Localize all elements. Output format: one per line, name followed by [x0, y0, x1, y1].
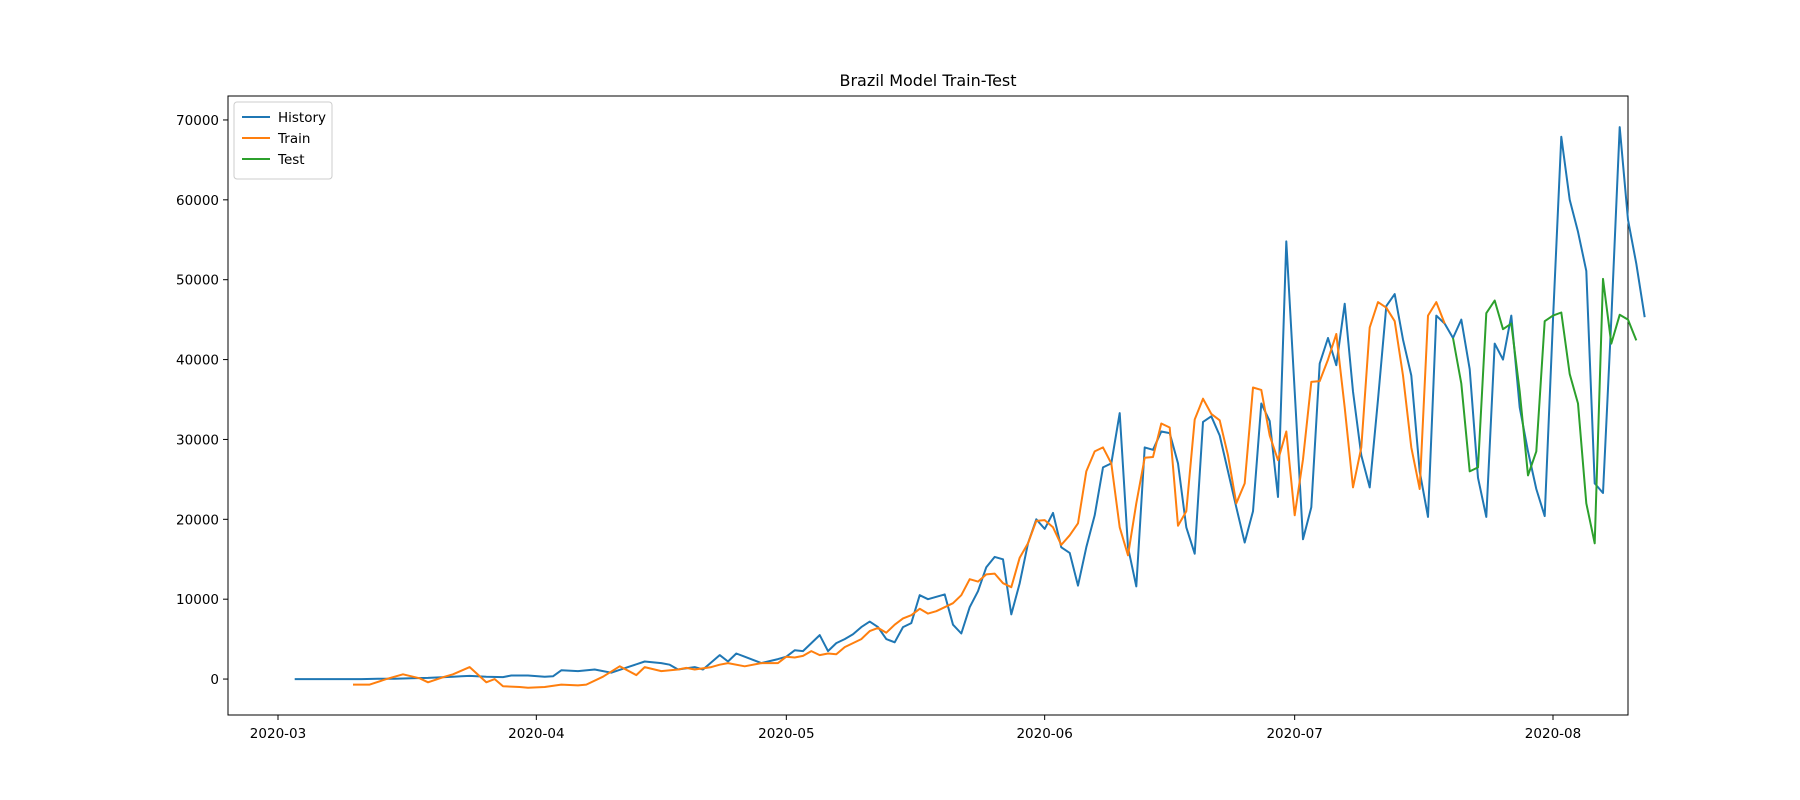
y-tick-label: 60000 [176, 193, 219, 209]
y-tick-label: 10000 [176, 592, 219, 608]
x-tick-label: 2020-07 [1266, 726, 1322, 742]
series-layer [294, 126, 1646, 689]
x-axis: 2020-03 2020-04 2020-05 2020-06 2020-07 2020-… [250, 715, 1581, 742]
x-tick-label: 2020-08 [1525, 726, 1581, 742]
legend-label: Train [277, 131, 310, 147]
y-tick-label: 30000 [176, 432, 219, 448]
legend-label: Test [277, 152, 305, 168]
y-tick-label: 50000 [176, 273, 219, 289]
x-tick-label: 2020-04 [508, 726, 564, 742]
chart-title: Brazil Model Train-Test [839, 71, 1016, 90]
y-tick-label: 40000 [176, 353, 219, 369]
y-tick-label: 70000 [176, 113, 219, 129]
legend: History Train Test [233, 101, 333, 180]
series-line-test [1452, 277, 1638, 545]
x-tick-label: 2020-06 [1016, 726, 1072, 742]
plot-area [227, 95, 1629, 716]
series-line-train [353, 301, 1446, 689]
x-tick-label: 2020-05 [758, 726, 814, 742]
y-tick-label: 0 [210, 672, 219, 688]
x-tick-label: 2020-03 [250, 726, 306, 742]
y-axis: 0 10000 20000 30000 40000 50000 60000 70000 [176, 113, 228, 688]
legend-label: History [278, 110, 326, 126]
series-line-history [294, 126, 1646, 681]
y-tick-label: 20000 [176, 512, 219, 528]
